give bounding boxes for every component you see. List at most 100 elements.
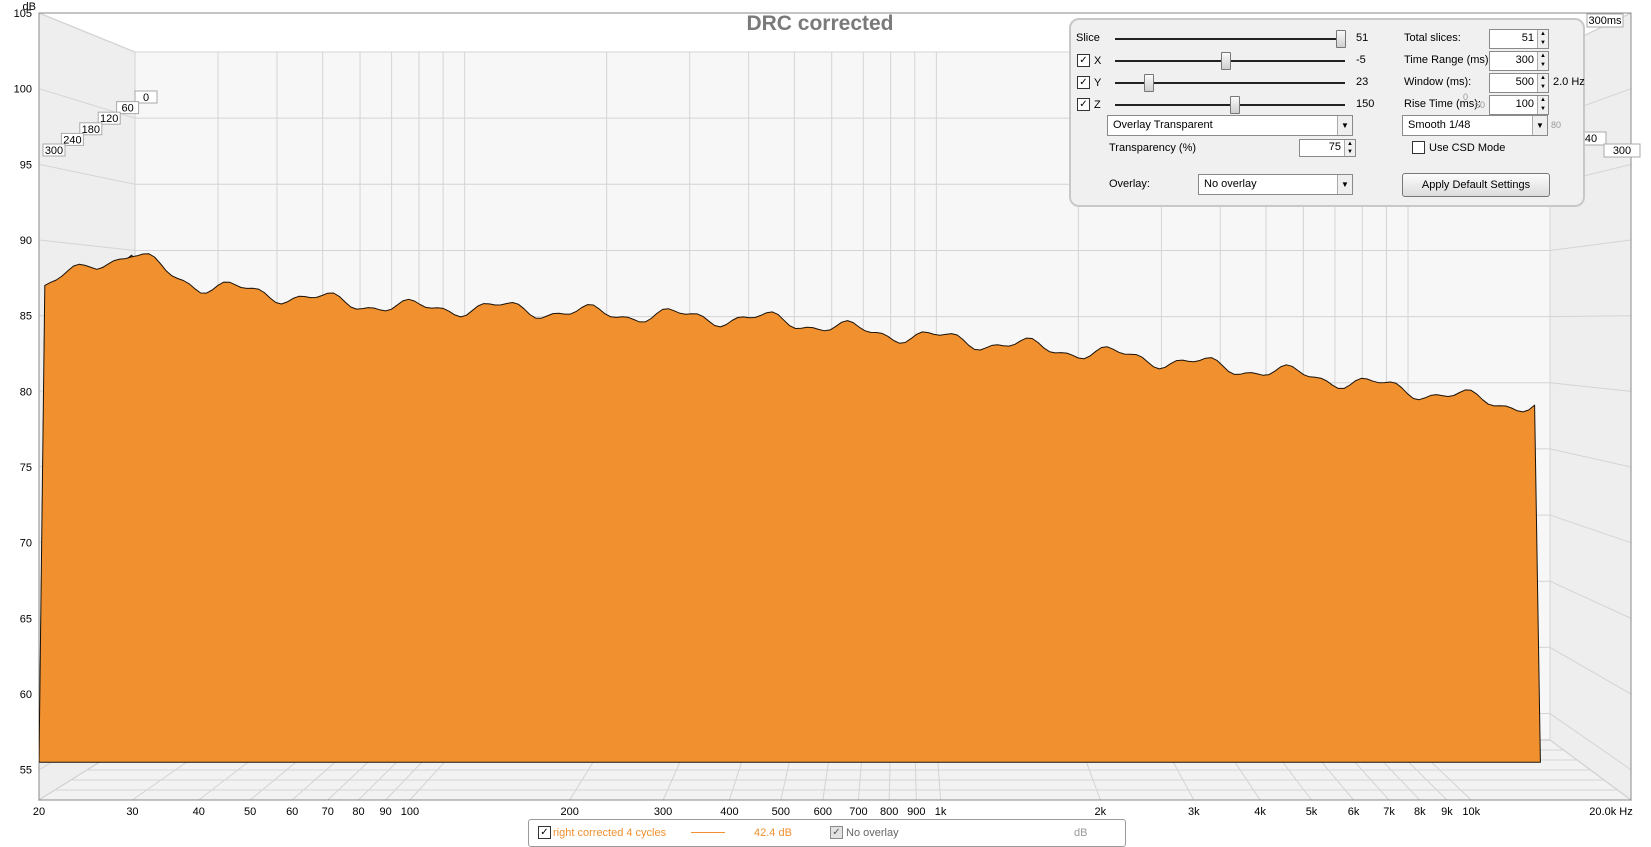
total-slices-label: Total slices: bbox=[1404, 32, 1461, 44]
slice-value: 51 bbox=[1356, 32, 1369, 44]
legend-level: 42.4 dB bbox=[754, 827, 792, 839]
apply-default-settings-button[interactable]: Apply Default Settings bbox=[1402, 173, 1550, 197]
measurement-checkbox[interactable]: ✓ bbox=[538, 826, 551, 839]
slice-slider-thumb[interactable] bbox=[1336, 30, 1346, 48]
x-tick-label: 80 bbox=[352, 806, 364, 818]
z-tick-box bbox=[79, 122, 103, 136]
z-slider-thumb[interactable] bbox=[1230, 96, 1240, 114]
window-label: Window (ms): bbox=[1404, 76, 1472, 88]
x-tick-label: 20.0k Hz bbox=[1589, 806, 1632, 818]
spinner-arrows-icon[interactable]: ▲ ▼ bbox=[1537, 52, 1548, 70]
spinner-arrows-icon[interactable]: ▲ ▼ bbox=[1537, 74, 1548, 92]
x-tick-label: 600 bbox=[814, 806, 832, 818]
x-tick-label: 500 bbox=[772, 806, 790, 818]
z-tick-label: 120 bbox=[100, 113, 118, 125]
x-tick-label: 2k bbox=[1095, 806, 1107, 818]
spinner-arrows-icon[interactable]: ▲ ▼ bbox=[1537, 30, 1548, 48]
waterfall-slices bbox=[39, 253, 1541, 763]
time-range-value: 300 bbox=[1515, 54, 1534, 66]
y-tick-label: 100 bbox=[14, 84, 32, 96]
csd-mode-checkbox[interactable] bbox=[1412, 141, 1425, 154]
ghost-label: 0 bbox=[1463, 92, 1469, 102]
chevron-down-icon[interactable]: ▼ bbox=[1337, 116, 1352, 135]
y-tick-label: 70 bbox=[20, 538, 32, 550]
overlay-select[interactable]: No overlay ▼ bbox=[1198, 174, 1353, 195]
z-tick-box bbox=[42, 143, 66, 157]
z-tick-box bbox=[97, 111, 121, 125]
x-tick-label: 10k bbox=[1462, 806, 1480, 818]
z-tick-box bbox=[116, 101, 140, 115]
time-range-spinner[interactable]: 300 ▲ ▼ bbox=[1489, 51, 1549, 71]
overlay-mode-select[interactable]: Overlay Transparent ▼ bbox=[1107, 115, 1353, 136]
x-tick-label: 50 bbox=[244, 806, 256, 818]
y-slider-thumb[interactable] bbox=[1144, 74, 1154, 92]
y-tick-label: 75 bbox=[20, 462, 32, 474]
overlay-checkbox[interactable]: ✓ bbox=[830, 826, 843, 839]
x-tick-label: 900 bbox=[907, 806, 925, 818]
x-tick-label: 7k bbox=[1383, 806, 1395, 818]
x-value: -5 bbox=[1356, 54, 1366, 66]
wall-grid-line bbox=[1549, 315, 1632, 318]
x-tick-label: 70 bbox=[322, 806, 334, 818]
window-spinner[interactable]: 500 ▲ ▼ bbox=[1489, 73, 1549, 93]
rise-time-spinner[interactable]: 100 ▲ ▼ bbox=[1489, 95, 1549, 115]
x-checkbox[interactable]: ✓ bbox=[1077, 54, 1090, 67]
z-tick-label: 0 bbox=[143, 92, 149, 104]
total-slices-spinner[interactable]: 51 ▲ ▼ bbox=[1489, 29, 1549, 49]
total-slices-value: 51 bbox=[1521, 32, 1534, 44]
z-tick-box bbox=[1603, 143, 1641, 158]
wall-grid-line bbox=[1549, 239, 1632, 251]
x-slider-thumb[interactable] bbox=[1221, 52, 1231, 70]
y-slider[interactable] bbox=[1115, 82, 1345, 84]
z-label: Z bbox=[1094, 99, 1101, 111]
wall-grid-line bbox=[1549, 580, 1632, 619]
smoothing-select[interactable]: Smooth 1/48 ▼ bbox=[1402, 115, 1548, 136]
spinner-arrows-icon[interactable]: ▲ ▼ bbox=[1344, 140, 1355, 156]
y-tick-label: 105 bbox=[14, 8, 32, 20]
wall-grid-line bbox=[1549, 713, 1632, 771]
x-tick-label: 700 bbox=[849, 806, 867, 818]
z-tick-label: 60 bbox=[121, 103, 133, 115]
z-tick-label: 240 bbox=[63, 134, 81, 146]
y-tick-label: 55 bbox=[20, 765, 32, 777]
y-unit-label: dB bbox=[23, 1, 36, 13]
wall-grid-line bbox=[38, 239, 136, 251]
transparency-spinner[interactable]: 75 ▲ ▼ bbox=[1299, 139, 1356, 157]
chevron-down-icon[interactable]: ▼ bbox=[1532, 116, 1547, 135]
x-tick-label: 400 bbox=[720, 806, 738, 818]
x-tick-label: 90 bbox=[380, 806, 392, 818]
window-hz: 2.0 Hz bbox=[1553, 76, 1585, 88]
chevron-down-icon[interactable]: ▼ bbox=[1337, 175, 1352, 194]
wall-grid-line bbox=[1549, 448, 1632, 468]
time-range-label: Time Range (ms): bbox=[1404, 54, 1492, 66]
legend-unit: dB bbox=[1074, 827, 1088, 839]
x-tick-label: 800 bbox=[880, 806, 898, 818]
overlay-value: No overlay bbox=[1204, 178, 1257, 190]
y-tick-label: 95 bbox=[20, 159, 32, 171]
y-checkbox[interactable]: ✓ bbox=[1077, 76, 1090, 89]
ghost-label: 80 bbox=[1551, 120, 1562, 130]
y-tick-label: 90 bbox=[20, 235, 32, 247]
csd-mode-label: Use CSD Mode bbox=[1429, 142, 1506, 154]
y-tick-label: 80 bbox=[20, 386, 32, 398]
overlay-label: Overlay: bbox=[1109, 178, 1150, 190]
z-tick-box bbox=[60, 132, 84, 146]
legend-line-swatch bbox=[691, 832, 725, 833]
plot-frame bbox=[38, 12, 1632, 801]
window-value: 500 bbox=[1515, 76, 1534, 88]
x-tick-label: 20 bbox=[33, 806, 45, 818]
x-tick-label: 6k bbox=[1348, 806, 1360, 818]
x-tick-label: 100 bbox=[401, 806, 419, 818]
chart-title: DRC corrected bbox=[746, 12, 894, 35]
y-value: 23 bbox=[1356, 76, 1369, 88]
spinner-arrows-icon[interactable]: ▲ ▼ bbox=[1537, 96, 1548, 114]
rise-time-label: Rise Time (ms): bbox=[1404, 98, 1481, 110]
z-checkbox[interactable]: ✓ bbox=[1077, 98, 1090, 111]
rise-time-value: 100 bbox=[1515, 98, 1534, 110]
slice-slider[interactable] bbox=[1115, 38, 1345, 40]
x-tick-label: 300 bbox=[654, 806, 672, 818]
transparency-value: 75 bbox=[1328, 141, 1341, 153]
slice-label: Slice bbox=[1076, 32, 1100, 44]
z-tick-box bbox=[1586, 13, 1624, 28]
